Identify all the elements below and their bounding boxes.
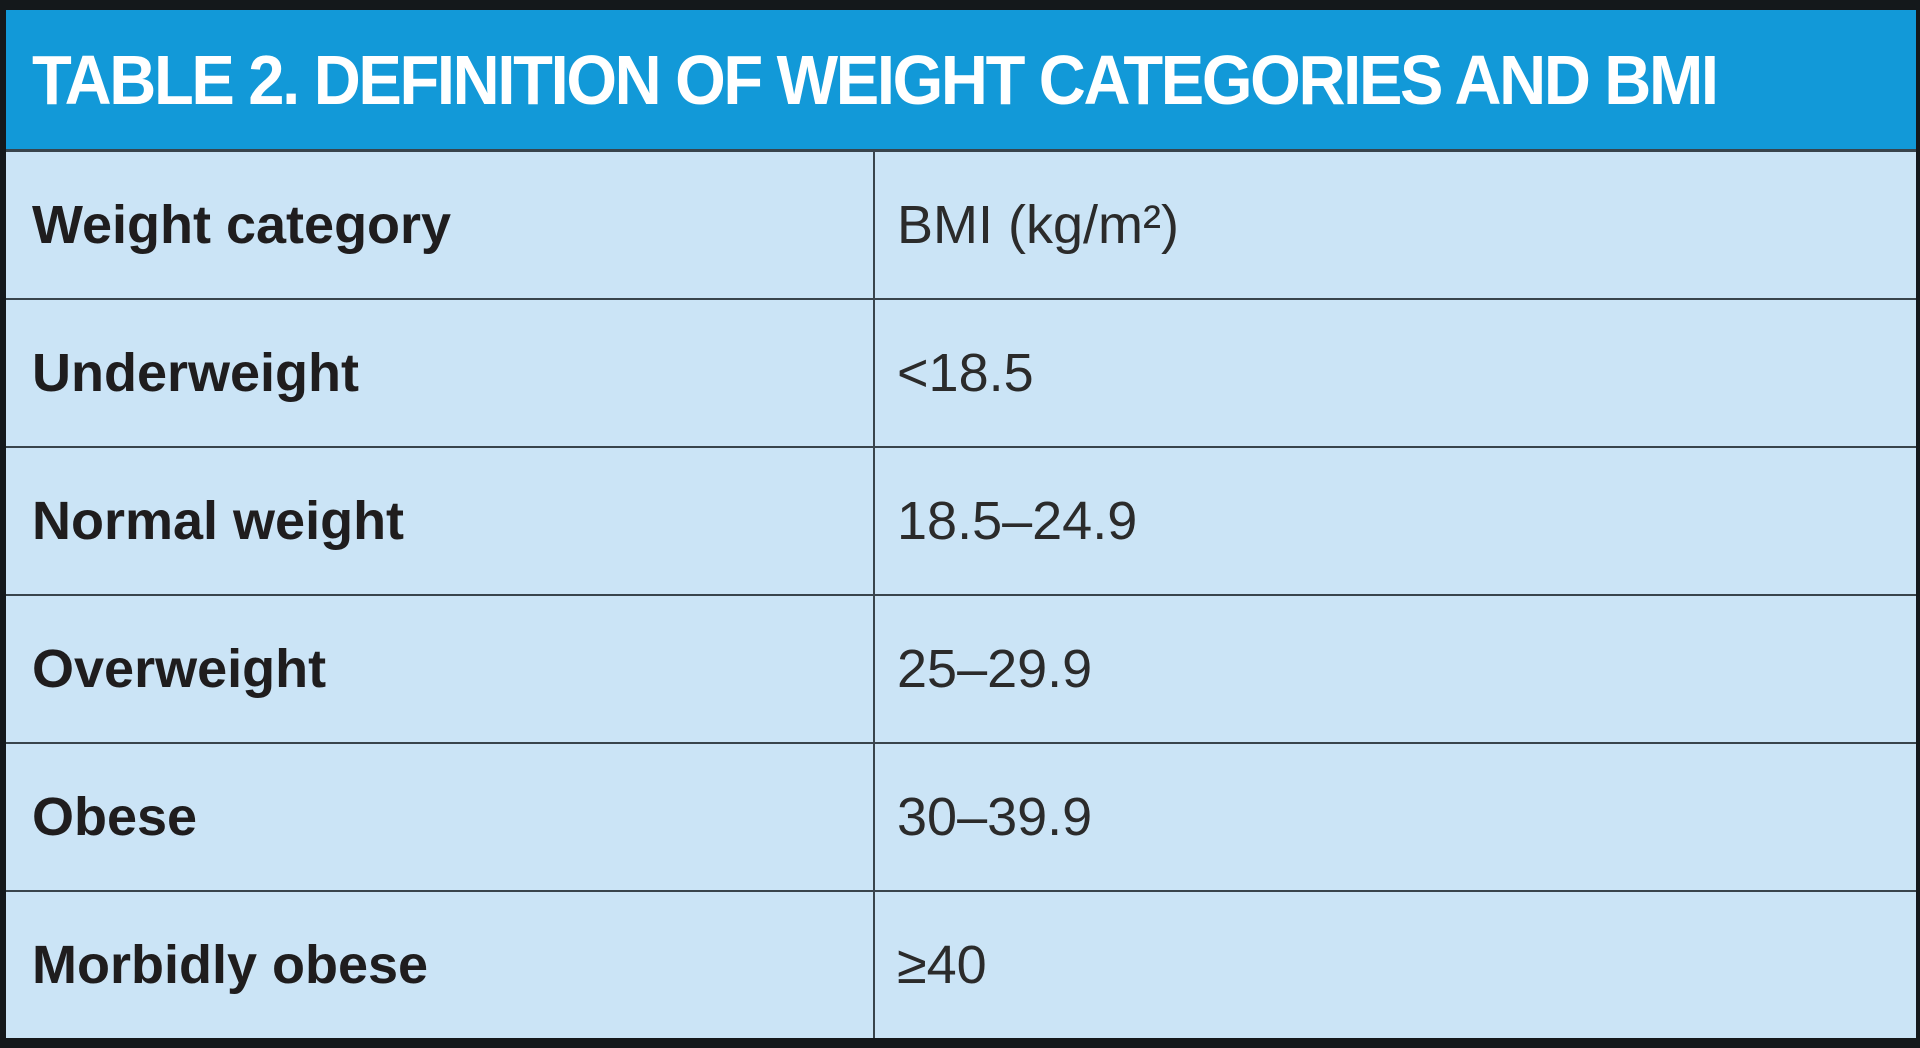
weight-category-label: Obese	[32, 787, 198, 847]
table-row: Obese 30–39.9	[6, 744, 1916, 892]
bmi-value-cell: 18.5–24.9	[873, 448, 1916, 594]
weight-category-column-header: Weight category	[32, 195, 452, 255]
table-title: TABLE 2. DEFINITION OF WEIGHT CATEGORIES…	[32, 40, 1719, 119]
weight-category-label: Overweight	[32, 639, 327, 699]
table-title-bar: TABLE 2. DEFINITION OF WEIGHT CATEGORIES…	[6, 10, 1916, 152]
weight-category-label: Underweight	[32, 343, 360, 403]
bmi-column-header: BMI (kg/m²)	[897, 195, 1179, 255]
header-cell-bmi: BMI (kg/m²)	[873, 152, 1916, 298]
table-header-row: Weight category BMI (kg/m²)	[6, 152, 1916, 300]
bmi-value-label: <18.5	[897, 343, 1034, 403]
weight-category-label: Normal weight	[32, 491, 405, 551]
weight-category-cell: Underweight	[6, 300, 873, 446]
weight-category-label: Morbidly obese	[32, 935, 429, 995]
table-row: Morbidly obese ≥40	[6, 892, 1916, 1038]
weight-category-cell: Overweight	[6, 596, 873, 742]
table-row: Underweight <18.5	[6, 300, 1916, 448]
bmi-value-label: ≥40	[897, 935, 987, 995]
weight-category-cell: Normal weight	[6, 448, 873, 594]
weight-category-cell: Morbidly obese	[6, 892, 873, 1038]
bmi-value-cell: ≥40	[873, 892, 1916, 1038]
bmi-value-cell: 30–39.9	[873, 744, 1916, 890]
bmi-value-label: 18.5–24.9	[897, 491, 1138, 551]
table-row: Overweight 25–29.9	[6, 596, 1916, 744]
bmi-value-cell: <18.5	[873, 300, 1916, 446]
table-body: Weight category BMI (kg/m²) Underweight …	[6, 152, 1916, 1038]
header-cell-weight-category: Weight category	[6, 152, 873, 298]
bmi-value-label: 30–39.9	[897, 787, 1093, 847]
weight-category-cell: Obese	[6, 744, 873, 890]
bmi-value-cell: 25–29.9	[873, 596, 1916, 742]
bmi-value-label: 25–29.9	[897, 639, 1093, 699]
table-row: Normal weight 18.5–24.9	[6, 448, 1916, 596]
